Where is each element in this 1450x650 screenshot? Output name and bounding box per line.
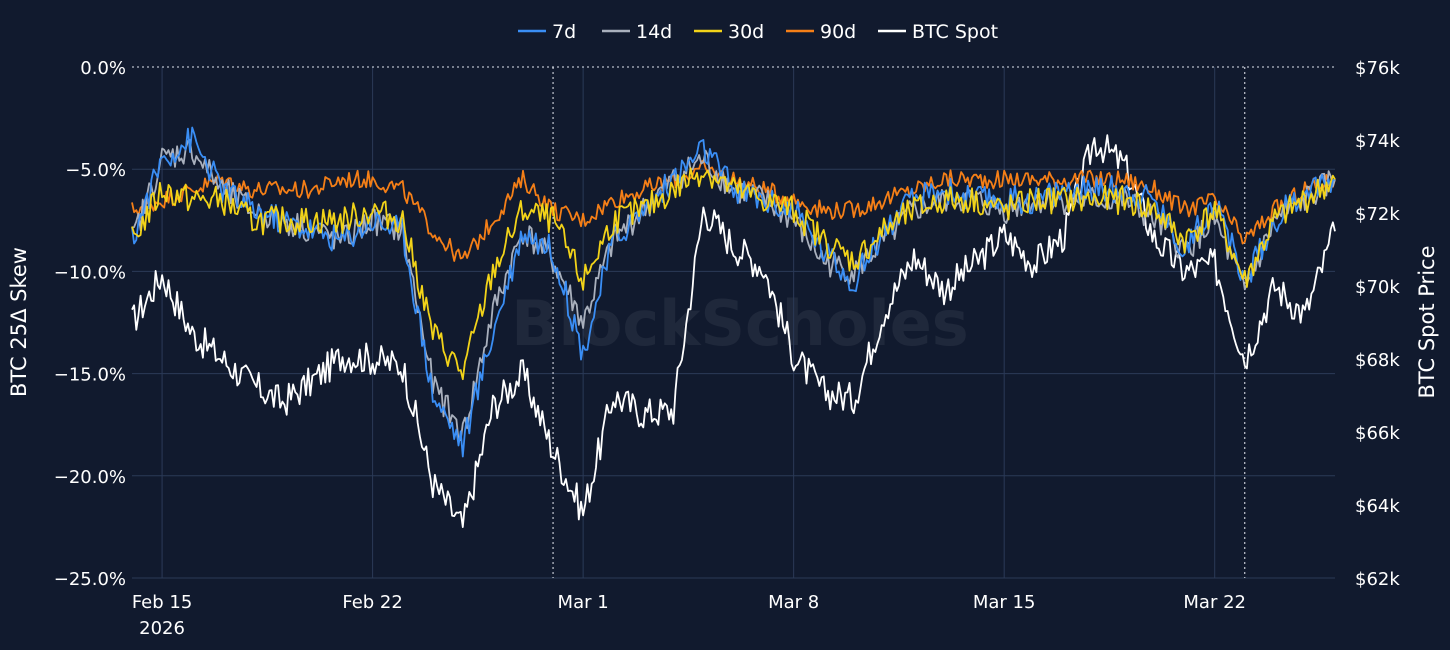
vertical-markers bbox=[552, 67, 1246, 578]
legend-item: 7d bbox=[518, 21, 576, 43]
y-left-tick-label: −25.0% bbox=[54, 569, 126, 590]
y-right-tick-label: $62k bbox=[1355, 569, 1400, 590]
y-left-tick-label: −15.0% bbox=[54, 365, 126, 386]
series-line-90d bbox=[131, 159, 1336, 262]
legend: 7d 14d 30d 90d BTC Spot bbox=[518, 21, 998, 43]
x-axis: Feb 15 2026 Feb 22 Mar 1 Mar 8 Mar 15 Mar 22 bbox=[132, 592, 1246, 639]
y-right-tick-label: $66k bbox=[1355, 423, 1400, 444]
x-tick-label: Feb 22 bbox=[342, 592, 403, 613]
legend-label: 30d bbox=[728, 21, 764, 43]
series-lines bbox=[131, 126, 1336, 528]
x-tick-label: Mar 15 bbox=[973, 592, 1036, 613]
x-tick-sublabel: 2026 bbox=[139, 618, 185, 639]
legend-item: BTC Spot bbox=[878, 21, 998, 43]
y-axis-left-title: BTC 25Δ Skew bbox=[7, 247, 31, 397]
legend-item: 14d bbox=[602, 21, 672, 43]
x-tick-label: Mar 8 bbox=[768, 592, 819, 613]
x-tick-label: Mar 22 bbox=[1183, 592, 1246, 613]
y-right-tick-label: $74k bbox=[1355, 131, 1400, 152]
x-tick-label: Mar 1 bbox=[558, 592, 609, 613]
y-right-tick-label: $64k bbox=[1355, 496, 1400, 517]
y-left-tick-label: −20.0% bbox=[54, 467, 126, 488]
legend-item: 90d bbox=[786, 21, 856, 43]
legend-item: 30d bbox=[694, 21, 764, 43]
legend-label: 90d bbox=[820, 21, 856, 43]
series-line-30d bbox=[131, 167, 1336, 381]
y-left-tick-label: −10.0% bbox=[54, 262, 126, 283]
legend-label: 7d bbox=[552, 21, 576, 43]
y-right-tick-label: $76k bbox=[1355, 58, 1400, 79]
y-axis-right: $76k $74k $72k $70k $68k $66k $64k $62k bbox=[1355, 58, 1400, 590]
y-right-tick-label: $72k bbox=[1355, 204, 1400, 225]
y-axis-right-title: BTC Spot Price bbox=[1415, 246, 1439, 399]
y-right-tick-label: $70k bbox=[1355, 277, 1400, 298]
y-left-tick-label: 0.0% bbox=[80, 58, 126, 79]
y-left-tick-label: −5.0% bbox=[65, 160, 126, 181]
y-axis-left: 0.0% −5.0% −10.0% −15.0% −20.0% −25.0% bbox=[54, 58, 126, 590]
x-tick-label: Feb 15 bbox=[132, 592, 193, 613]
series-line-7d bbox=[131, 126, 1336, 458]
legend-label: BTC Spot bbox=[912, 21, 998, 43]
y-right-tick-label: $68k bbox=[1355, 350, 1400, 371]
legend-label: 14d bbox=[636, 21, 672, 43]
